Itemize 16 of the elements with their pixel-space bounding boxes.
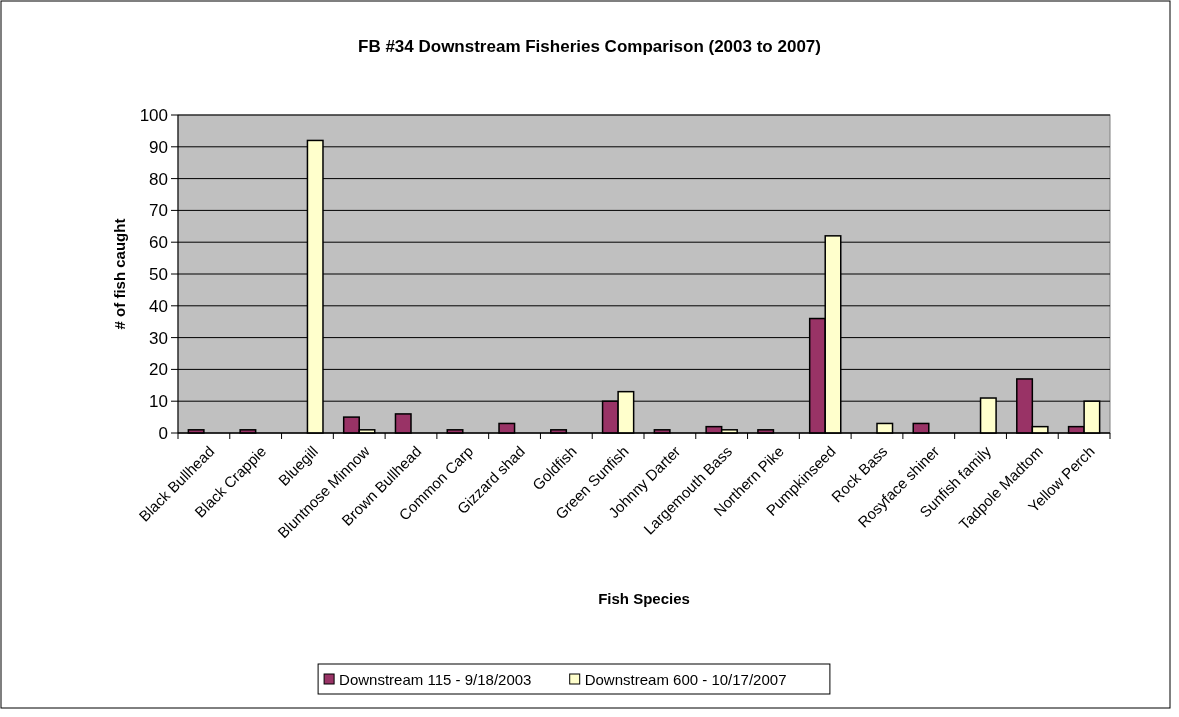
y-tick-label: 80	[149, 169, 168, 189]
y-tick-label: 90	[149, 137, 168, 157]
y-tick-label: 0	[158, 423, 168, 443]
legend-label: Downstream 115 - 9/18/2003	[339, 671, 532, 689]
y-tick-label: 60	[149, 233, 168, 253]
y-tick-label: 40	[149, 296, 168, 316]
y-axis-title: # of fish caught	[111, 218, 128, 330]
legend-label: Downstream 600 - 10/17/2007	[584, 671, 787, 689]
chart-title: FB #34 Downstream Fisheries Comparison (2003 to 2007)	[358, 37, 821, 56]
y-tick-label: 20	[149, 360, 168, 380]
y-tick-label: 100	[139, 105, 168, 125]
y-tick-label: 50	[149, 264, 168, 284]
y-tick-label: 30	[149, 328, 168, 348]
y-tick-label: 10	[149, 392, 168, 412]
x-axis-title: Fish Species	[598, 590, 690, 607]
y-tick-label: 70	[149, 201, 168, 221]
